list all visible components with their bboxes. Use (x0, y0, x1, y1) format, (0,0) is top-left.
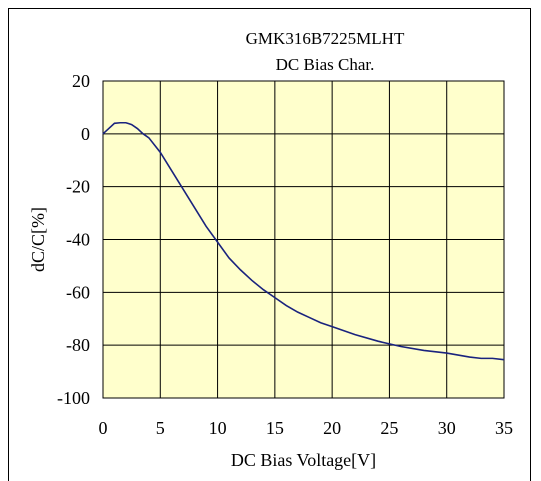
x-tick-label: 30 (438, 418, 456, 438)
y-tick-label: -20 (66, 177, 90, 197)
chart-frame (8, 8, 531, 481)
y-tick-label: 20 (72, 71, 90, 91)
y-axis-label: dC/C[%] (28, 207, 48, 272)
x-axis-label: DC Bias Voltage[V] (231, 450, 376, 470)
y-tick-label: -100 (57, 388, 90, 408)
x-tick-label: 5 (156, 418, 165, 438)
y-tick-label: -60 (66, 282, 90, 302)
x-tick-label: 15 (266, 418, 284, 438)
x-tick-label: 35 (495, 418, 513, 438)
x-tick-label: 0 (99, 418, 108, 438)
x-tick-label: 25 (380, 418, 398, 438)
x-tick-label: 20 (323, 418, 341, 438)
series-line (102, 121, 505, 361)
grid-lines (102, 80, 505, 399)
y-tick-label: -80 (66, 335, 90, 355)
chart-subtitle: DC Bias Char. (276, 55, 375, 74)
y-tick-label: 0 (81, 124, 90, 144)
chart-title: GMK316B7225MLHT (246, 29, 405, 48)
y-tick-label: -40 (66, 230, 90, 250)
x-tick-label: 10 (209, 418, 227, 438)
tick-labels: 0 5 10 15 20 25 30 35 20 0 -20 -40 -60 -80 -100 (57, 71, 513, 438)
